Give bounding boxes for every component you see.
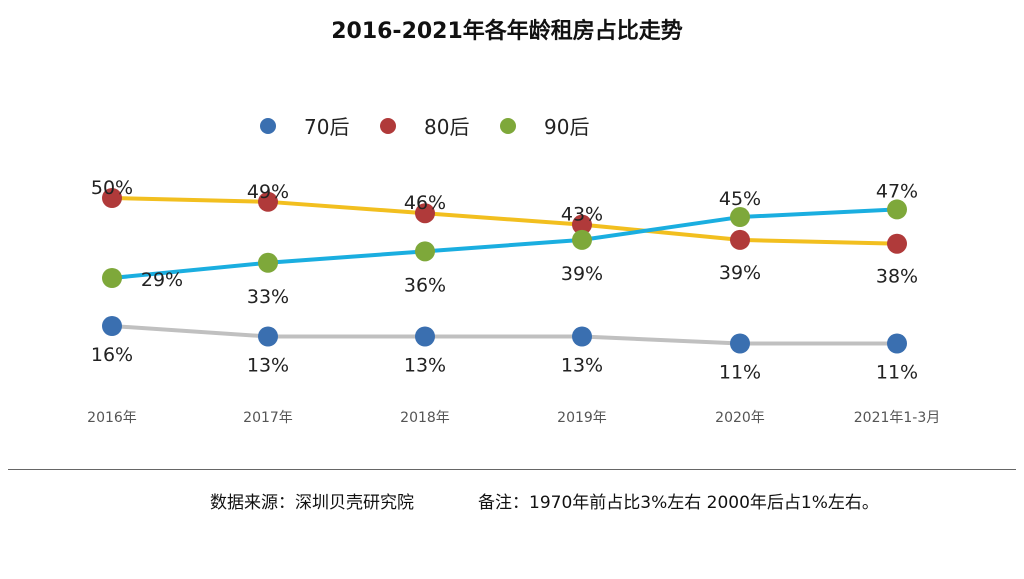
data-point-70后-2017年 [258, 326, 278, 347]
legend-marker-90后 [500, 118, 516, 134]
data-point-70后-2021年1-3月 [887, 333, 907, 354]
data-point-90后-2018年 [415, 241, 435, 262]
legend-marker-70后 [260, 118, 276, 134]
line-chart: 2016-2021年各年龄租房占比走势 70后 80后 90后 16% 13% 13% 1… [8, 18, 1016, 470]
x-axis-ticks: 2016年 2017年 2018年 2019年 2020年 2021年1-3月 [87, 410, 940, 426]
data-point-80后-2016年 [102, 188, 122, 208]
data-point-70后-2019年 [572, 326, 592, 347]
data-label-80后-2017年: 49% [247, 181, 289, 203]
series-line-70后 [110, 324, 899, 346]
series-line-80后 [110, 196, 899, 246]
data-point-80后-2019年 [572, 214, 592, 235]
data-label-90后-2019年: 39% [561, 263, 603, 285]
data-label-70后-2019年: 13% [561, 355, 603, 377]
data-point-70后-2018年 [415, 326, 435, 347]
legend-label-80后: 80后 [424, 115, 469, 139]
x-tick-label: 2019年 [557, 410, 607, 426]
data-label-80后-2021年1-3月: 38% [876, 266, 918, 288]
data-point-70后-2020年 [730, 333, 750, 354]
series-line-90后 [110, 207, 899, 280]
data-label-90后-2018年: 36% [404, 274, 446, 296]
legend-label-90后: 90后 [544, 115, 589, 139]
data-point-80后-2017年 [258, 191, 278, 212]
data-point-70后-2016年 [102, 316, 122, 336]
data-label-70后-2021年1-3月: 11% [876, 362, 918, 384]
x-tick-label: 2021年1-3月 [854, 410, 941, 426]
data-point-90后-2020年 [730, 207, 750, 228]
data-label-80后-2018年: 46% [404, 192, 446, 214]
x-tick-label: 2017年 [243, 410, 293, 426]
footnote: 备注：1970年前占比3%左右 2000年后占1%左右。 [478, 493, 879, 513]
data-point-80后-2020年 [730, 229, 750, 250]
series-lines [110, 196, 899, 346]
legend: 70后 80后 90后 [260, 115, 589, 139]
legend-marker-80后 [380, 118, 396, 134]
series-markers [102, 188, 907, 354]
data-label-90后-2020年: 45% [719, 188, 761, 210]
data-point-90后-2017年 [258, 252, 278, 273]
data-label-80后-2019年: 43% [561, 204, 603, 226]
legend-label-70后: 70后 [304, 115, 349, 139]
x-tick-label: 2020年 [715, 410, 765, 426]
data-label-80后-2016年: 50% [91, 177, 133, 199]
data-label-70后-2020年: 11% [719, 362, 761, 384]
data-point-90后-2016年 [102, 268, 122, 288]
x-tick-label: 2016年 [87, 410, 137, 426]
chart-title: 2016-2021年各年龄租房占比走势 [331, 18, 683, 44]
x-tick-label: 2018年 [400, 410, 450, 426]
data-source: 数据来源：深圳贝壳研究院 [210, 493, 414, 513]
data-label-90后-2021年1-3月: 47% [876, 180, 918, 202]
data-label-70后-2016年: 16% [91, 344, 133, 366]
data-labels: 16% 13% 13% 13% 11% 11% 50% 49% 46% 43% 39% 38% 29% 3… [91, 177, 918, 384]
data-point-90后-2019年 [572, 229, 592, 250]
data-label-90后-2016年: 29% [141, 269, 183, 291]
data-label-70后-2018年: 13% [404, 355, 446, 377]
data-label-80后-2020年: 39% [719, 262, 761, 284]
data-point-80后-2018年 [415, 203, 435, 224]
data-point-90后-2021年1-3月 [887, 199, 907, 220]
data-point-80后-2021年1-3月 [887, 233, 907, 254]
data-label-90后-2017年: 33% [247, 286, 289, 308]
data-label-70后-2017年: 13% [247, 355, 289, 377]
